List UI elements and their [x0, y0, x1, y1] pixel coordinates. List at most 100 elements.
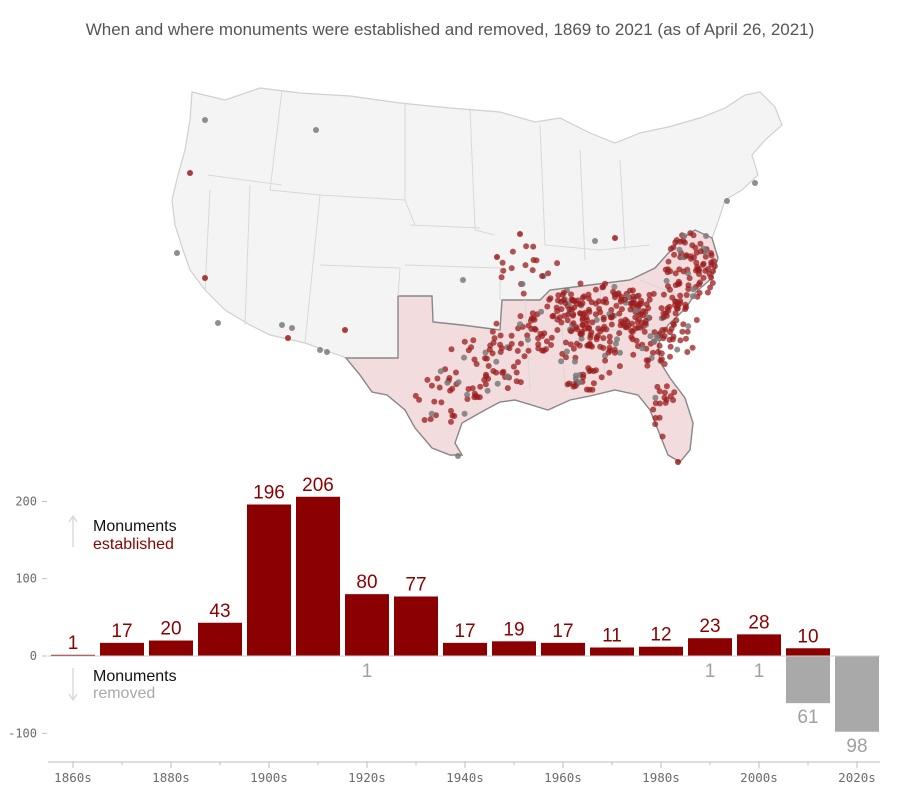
- dot-established: [665, 258, 672, 265]
- label-established-1950s: 19: [503, 619, 524, 640]
- dot-removed: [313, 127, 319, 133]
- dot-established: [504, 385, 511, 392]
- dot-established: [589, 386, 596, 393]
- dot-removed: [685, 270, 691, 277]
- dot-established: [711, 263, 718, 270]
- dot-established: [606, 369, 613, 376]
- dot-established: [522, 262, 529, 269]
- y-tick-label-0: 0: [30, 649, 37, 663]
- label-established-1990s: 23: [699, 616, 720, 637]
- dot-established: [471, 356, 478, 363]
- dot-established: [555, 292, 562, 299]
- dot-removed: [461, 354, 467, 361]
- dot-established: [684, 328, 691, 335]
- x-tick-label-1920s: 1920s: [348, 770, 386, 785]
- dot-established: [618, 306, 625, 313]
- dot-removed: [460, 277, 466, 283]
- dot-established: [656, 400, 663, 407]
- dot-established: [663, 383, 670, 390]
- dot-established: [586, 308, 593, 315]
- dot-established: [554, 260, 561, 267]
- dot-removed: [614, 336, 620, 343]
- dot-established: [644, 362, 651, 369]
- dot-established: [671, 389, 678, 396]
- dot-established: [576, 342, 583, 349]
- dot-removed: [592, 238, 598, 244]
- dot-established: [623, 324, 630, 331]
- x-tick-label-1880s: 1880s: [152, 770, 190, 785]
- dot-established: [600, 335, 607, 342]
- dot-established: [412, 392, 419, 399]
- x-tick-label-1860s: 1860s: [54, 770, 92, 785]
- bar-established-2000s: [737, 634, 781, 656]
- dot-established: [697, 248, 704, 255]
- dot-established: [611, 346, 618, 353]
- dot-established: [187, 170, 193, 176]
- dot-established: [468, 344, 475, 351]
- dot-established: [485, 363, 492, 369]
- dot-established: [448, 346, 455, 353]
- dot-removed: [611, 283, 618, 290]
- dot-removed: [461, 410, 468, 417]
- dot-established: [696, 289, 703, 296]
- dot-removed: [752, 180, 758, 186]
- dot-removed: [455, 379, 462, 386]
- label-established-2000s: 28: [748, 612, 769, 633]
- dot-established: [602, 280, 609, 287]
- dot-established: [685, 282, 692, 289]
- dot-established: [676, 300, 683, 307]
- dot-established: [434, 375, 441, 382]
- dot-removed: [444, 379, 451, 386]
- bar-established-1940s: [443, 642, 487, 656]
- dot-established: [672, 310, 679, 317]
- y-axis: 200 100 0 -100: [8, 494, 47, 740]
- dot-established: [548, 342, 554, 348]
- dot-established: [543, 338, 550, 345]
- dot-established: [700, 274, 707, 281]
- dot-established: [662, 399, 669, 406]
- dot-established: [548, 334, 555, 341]
- dot-removed: [639, 345, 646, 352]
- dot-established: [663, 312, 670, 319]
- dot-established: [664, 269, 671, 276]
- bar-established-1920s: [345, 594, 389, 656]
- dot-established: [632, 314, 639, 321]
- chart-title: When and where monuments were establishe…: [85, 20, 815, 39]
- dot-established: [652, 421, 659, 428]
- dot-established: [671, 251, 678, 258]
- bar-established-1870s: [100, 642, 144, 656]
- dot-established: [684, 349, 691, 355]
- dot-established: [546, 296, 553, 303]
- dot-removed: [504, 373, 511, 380]
- dot-established: [683, 252, 690, 259]
- dot-removed: [493, 358, 500, 365]
- dot-established: [580, 371, 587, 378]
- dot-established: [497, 341, 504, 348]
- us-map: [171, 87, 783, 465]
- dot-established: [600, 326, 606, 333]
- dot-established: [431, 398, 438, 405]
- dot-removed: [524, 336, 531, 343]
- dot-established: [585, 291, 592, 298]
- dot-established: [449, 412, 456, 419]
- dot-established: [673, 317, 680, 324]
- dot-established: [517, 313, 524, 320]
- dot-established: [632, 325, 639, 332]
- dot-established: [514, 347, 521, 354]
- dot-established: [342, 327, 348, 333]
- legend: Monuments established Monuments removed: [68, 515, 177, 702]
- dot-established: [637, 324, 644, 331]
- dot-removed: [215, 320, 221, 326]
- label-established-1980s: 12: [650, 625, 671, 646]
- dot-established: [650, 349, 656, 356]
- dot-removed: [576, 379, 583, 386]
- x-tick-label-2020s: 2020s: [838, 770, 876, 785]
- dot-established: [643, 357, 650, 364]
- label-established-1890s: 43: [209, 601, 230, 622]
- dot-established: [570, 345, 577, 352]
- dot-removed: [572, 358, 578, 365]
- dot-established: [677, 292, 684, 299]
- dot-established: [595, 325, 602, 332]
- dot-removed: [674, 346, 681, 353]
